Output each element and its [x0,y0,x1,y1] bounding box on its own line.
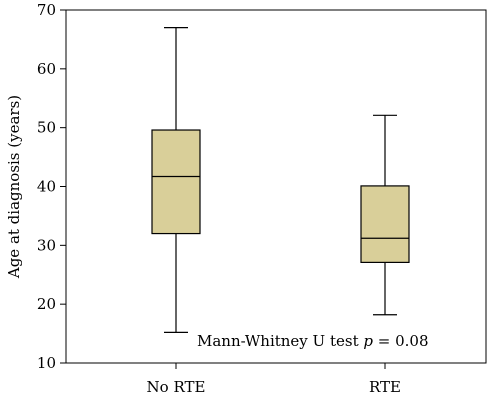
y-tick-label-10: 10 [37,354,56,372]
iqr-box [360,185,410,263]
y-tick-label-60: 60 [37,60,56,78]
y-tick-label-40: 40 [37,178,56,196]
x-tick-label-1: RTE [369,378,401,396]
y-axis-ticks: 10 20 30 40 50 60 70 [37,1,66,372]
y-tick-label-70: 70 [37,1,56,19]
box-1 [360,114,410,316]
plot-frame [65,9,487,364]
box-series [151,27,410,334]
x-axis-ticks: No RTE RTE [147,363,401,396]
y-axis-title: Age at diagnosis (years) [5,95,23,279]
y-tick-label-50: 50 [37,119,56,137]
x-tick-label-0: No RTE [147,378,206,396]
annotation-suffix: = 0.08 [373,332,429,350]
annotation-prefix: Mann-Whitney U test [197,332,363,350]
y-tick-label-20: 20 [37,295,56,313]
test-annotation: Mann-Whitney U test p = 0.08 [197,332,429,350]
y-tick-label-30: 30 [37,236,56,254]
box-0 [151,27,201,334]
iqr-box [151,129,201,235]
annotation-p-symbol: p [363,332,373,350]
